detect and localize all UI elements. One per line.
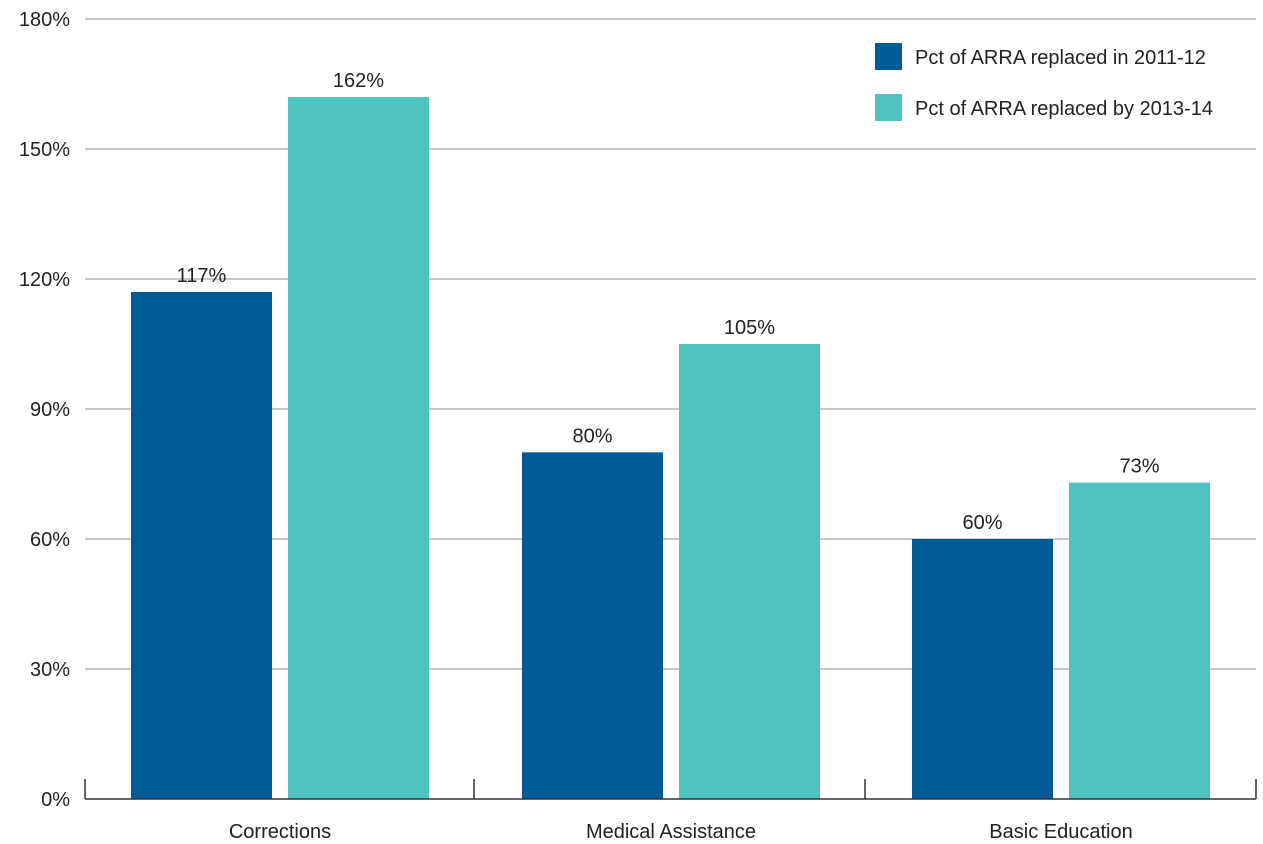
data-label: 80% — [572, 425, 612, 447]
y-tick-label: 120% — [19, 269, 70, 291]
x-axis — [84, 779, 1257, 800]
legend-label-series-1: Pct of ARRA replaced in 2011-12 — [915, 47, 1206, 69]
bar-basic-education-series-1 — [912, 539, 1053, 799]
data-labels: 117% 162% 80% 105% 60% 73% — [177, 70, 1160, 534]
category-label: Medical Assistance — [586, 821, 756, 843]
y-tick-label: 180% — [19, 9, 70, 31]
legend-label-series-2: Pct of ARRA replaced by 2013-14 — [915, 98, 1213, 120]
category-label: Corrections — [229, 821, 331, 843]
y-tick-label: 0% — [41, 789, 70, 811]
y-axis-tick-labels: 0% 30% 60% 90% 120% 150% 180% — [19, 9, 70, 811]
legend-swatch-series-1 — [875, 43, 902, 70]
legend-swatch-series-2 — [875, 94, 902, 121]
data-label: 162% — [333, 70, 384, 92]
bars — [131, 97, 1210, 799]
y-tick-label: 90% — [30, 399, 70, 421]
y-tick-label: 30% — [30, 659, 70, 681]
data-label: 117% — [177, 265, 227, 287]
bar-basic-education-series-2 — [1069, 482, 1210, 799]
data-label: 60% — [962, 512, 1002, 534]
data-label: 105% — [724, 317, 775, 339]
bar-medical-assistance-series-2 — [679, 344, 820, 799]
legend: Pct of ARRA replaced in 2011-12 Pct of A… — [875, 43, 1213, 121]
data-label: 73% — [1119, 456, 1159, 478]
y-tick-label: 60% — [30, 529, 70, 551]
bar-medical-assistance-series-1 — [522, 452, 663, 799]
category-label: Basic Education — [989, 821, 1132, 843]
x-axis-category-labels: Corrections Medical Assistance Basic Educa… — [229, 821, 1133, 843]
gridlines — [85, 18, 1256, 670]
bar-corrections-series-2 — [288, 97, 429, 799]
bar-corrections-series-1 — [131, 292, 272, 799]
y-tick-label: 150% — [19, 139, 70, 161]
